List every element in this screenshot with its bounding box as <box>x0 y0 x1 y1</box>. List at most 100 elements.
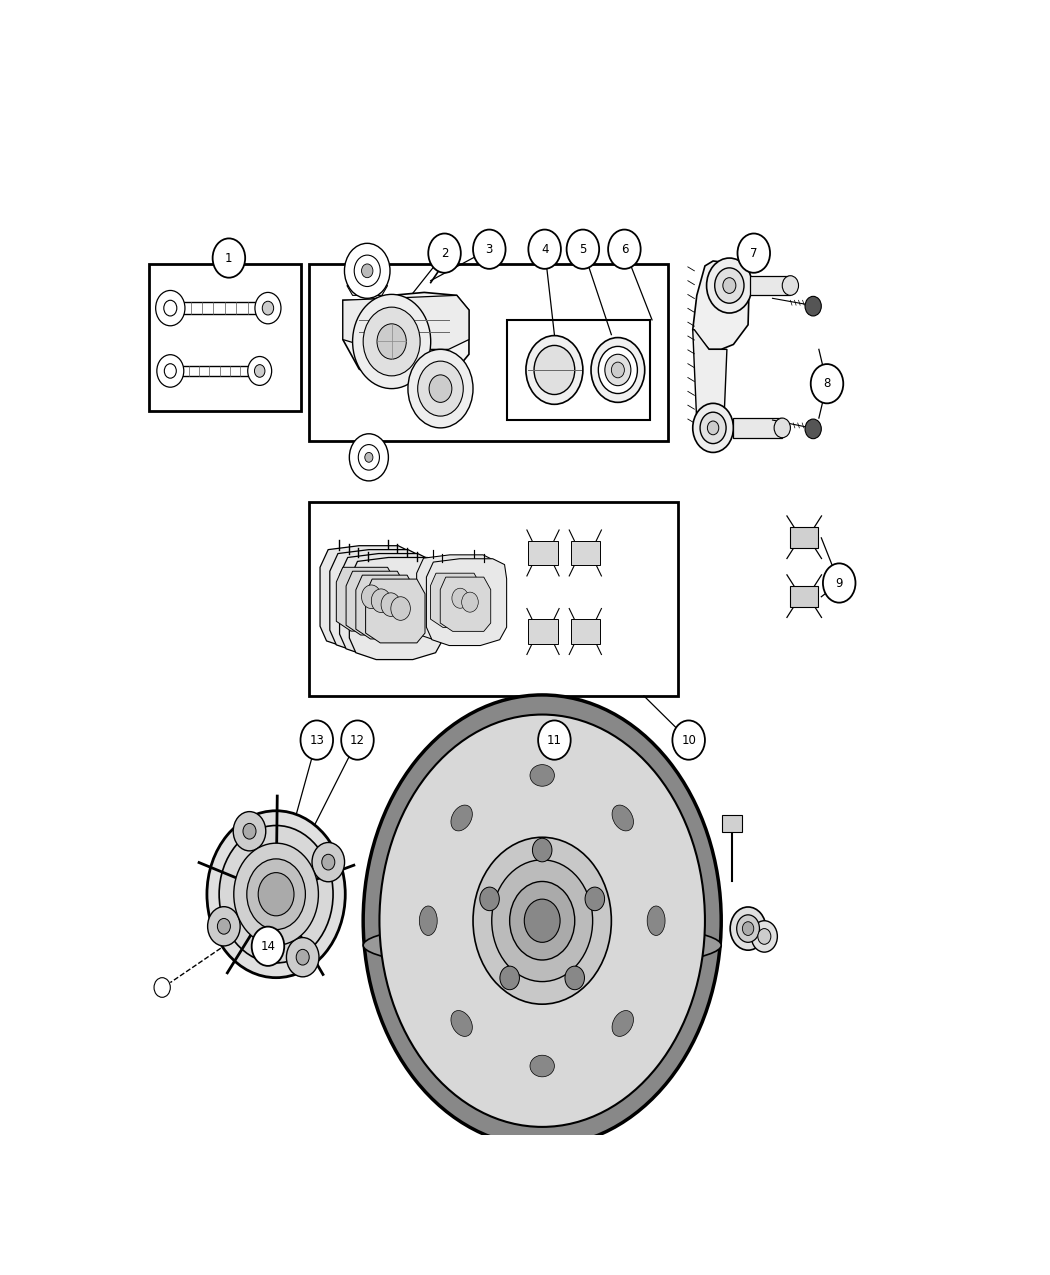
Circle shape <box>811 365 843 403</box>
Bar <box>722 815 741 833</box>
Circle shape <box>591 338 645 403</box>
Polygon shape <box>693 330 727 432</box>
Text: 10: 10 <box>681 733 696 747</box>
Circle shape <box>565 966 585 989</box>
Circle shape <box>707 258 752 314</box>
Polygon shape <box>430 574 481 627</box>
Circle shape <box>156 354 184 388</box>
Circle shape <box>372 589 391 612</box>
Circle shape <box>742 922 754 936</box>
Circle shape <box>243 824 256 839</box>
Circle shape <box>354 255 380 287</box>
Circle shape <box>538 720 571 760</box>
Text: 7: 7 <box>750 246 757 260</box>
Polygon shape <box>365 579 425 643</box>
Circle shape <box>344 244 390 298</box>
Circle shape <box>219 825 333 963</box>
Circle shape <box>358 445 379 470</box>
Circle shape <box>255 292 281 324</box>
Circle shape <box>452 588 468 608</box>
Polygon shape <box>339 553 434 655</box>
Circle shape <box>164 363 176 379</box>
Circle shape <box>737 233 770 273</box>
Ellipse shape <box>612 1011 633 1037</box>
Circle shape <box>442 247 455 263</box>
Ellipse shape <box>647 907 665 936</box>
Circle shape <box>361 264 373 278</box>
Bar <box>507 320 650 419</box>
Circle shape <box>217 918 230 935</box>
Ellipse shape <box>363 921 721 970</box>
Polygon shape <box>346 571 405 635</box>
Ellipse shape <box>419 907 437 936</box>
Polygon shape <box>343 296 469 349</box>
Circle shape <box>287 937 319 977</box>
Circle shape <box>472 230 506 269</box>
Polygon shape <box>320 546 415 648</box>
Text: 13: 13 <box>310 733 324 747</box>
Bar <box>309 264 669 441</box>
Circle shape <box>715 268 744 303</box>
Circle shape <box>207 811 345 978</box>
Circle shape <box>407 349 472 428</box>
Circle shape <box>611 362 625 377</box>
Circle shape <box>480 887 500 910</box>
Circle shape <box>363 307 420 376</box>
Text: 11: 11 <box>547 733 562 747</box>
Circle shape <box>254 365 265 377</box>
Circle shape <box>361 585 381 608</box>
Circle shape <box>252 927 285 966</box>
Circle shape <box>429 375 452 403</box>
Circle shape <box>312 843 344 882</box>
Circle shape <box>154 978 170 997</box>
Circle shape <box>248 357 272 385</box>
Circle shape <box>247 859 306 929</box>
Circle shape <box>208 907 240 946</box>
Text: 14: 14 <box>260 940 275 952</box>
Circle shape <box>509 881 574 960</box>
Polygon shape <box>417 555 497 641</box>
Circle shape <box>805 419 821 439</box>
Circle shape <box>774 418 791 437</box>
Circle shape <box>722 278 736 293</box>
Circle shape <box>258 872 294 915</box>
Polygon shape <box>426 558 507 645</box>
Text: 5: 5 <box>580 242 587 256</box>
Circle shape <box>391 597 411 621</box>
Circle shape <box>491 859 592 982</box>
Bar <box>733 418 782 437</box>
Ellipse shape <box>450 805 472 831</box>
Bar <box>149 264 300 412</box>
Circle shape <box>524 899 560 942</box>
Circle shape <box>296 950 309 965</box>
Text: 1: 1 <box>225 251 233 264</box>
Text: 3: 3 <box>485 242 494 256</box>
Circle shape <box>528 230 561 269</box>
Circle shape <box>585 887 605 910</box>
Text: 6: 6 <box>621 242 628 256</box>
Circle shape <box>534 346 574 394</box>
Circle shape <box>598 347 637 394</box>
Text: 2: 2 <box>441 246 448 260</box>
Circle shape <box>300 720 333 760</box>
Circle shape <box>782 275 798 296</box>
Circle shape <box>693 403 733 453</box>
Circle shape <box>364 453 373 463</box>
Circle shape <box>462 592 478 612</box>
Circle shape <box>428 233 461 273</box>
Circle shape <box>377 324 406 360</box>
Polygon shape <box>440 578 490 631</box>
Bar <box>528 620 558 644</box>
Circle shape <box>472 838 611 1005</box>
Circle shape <box>730 907 766 950</box>
Circle shape <box>350 434 388 481</box>
Circle shape <box>805 296 821 316</box>
Bar <box>571 620 600 644</box>
Circle shape <box>155 291 185 326</box>
Bar <box>791 585 818 607</box>
Circle shape <box>234 843 318 945</box>
Circle shape <box>500 966 520 989</box>
Ellipse shape <box>612 805 633 831</box>
Circle shape <box>353 295 430 389</box>
Circle shape <box>752 921 777 952</box>
